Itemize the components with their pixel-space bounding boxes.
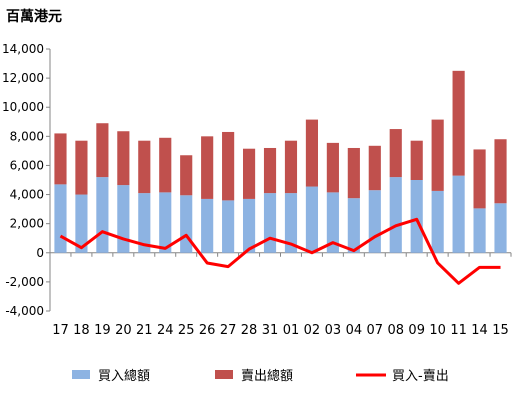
bar-buy <box>368 190 381 253</box>
bar-buy <box>284 193 298 253</box>
bar-buy <box>75 194 88 253</box>
bar-buy <box>201 198 214 253</box>
x-tick-label: 04 <box>346 323 363 338</box>
bar-buy <box>222 200 235 253</box>
bar-sell <box>138 140 151 194</box>
net-line <box>59 217 501 285</box>
bar-buy <box>452 175 465 253</box>
bar-buy <box>410 180 423 253</box>
bar-buy <box>326 192 339 253</box>
bar-sell <box>242 148 256 199</box>
legend-label-sell: 賣出總額 <box>241 368 293 384</box>
bar-buy <box>180 195 193 253</box>
bar-sell <box>201 136 214 199</box>
bar-sell <box>75 140 88 195</box>
bar-sell <box>389 129 402 178</box>
bar-buy <box>494 203 507 253</box>
y-tick-label: 12,000 <box>2 71 44 85</box>
y-tick-label: -2,000 <box>5 275 44 289</box>
x-tick-label: 09 <box>408 323 425 338</box>
x-tick-label: 02 <box>304 323 321 338</box>
bar-buy <box>263 193 277 253</box>
bar-buy <box>431 190 444 253</box>
y-tick-label: 0 <box>36 246 44 260</box>
bar-sell <box>473 149 486 209</box>
bar-sell <box>96 123 109 178</box>
x-tick-label: 26 <box>199 323 216 338</box>
y-tick-label: 14,000 <box>2 42 44 56</box>
bar-sell <box>305 119 319 187</box>
x-tick-label: 03 <box>325 323 342 338</box>
y-tick-label: 6,000 <box>10 158 44 172</box>
bar-sell <box>54 133 67 185</box>
bar-sell <box>347 147 360 199</box>
bar-sell <box>452 70 465 176</box>
bar-buy <box>117 185 130 253</box>
x-tick-label: 31 <box>262 323 279 338</box>
x-tick-label: 27 <box>220 323 237 338</box>
legend-swatch-buy <box>72 370 90 379</box>
legend-label-buy: 買入總額 <box>98 368 150 384</box>
x-tick-label: 20 <box>115 323 132 338</box>
y-tick-label: -4,000 <box>5 304 44 318</box>
bar-sell <box>222 131 235 201</box>
x-tick-label: 17 <box>52 323 69 338</box>
x-tick-label: 15 <box>492 323 509 338</box>
bar-buy <box>96 177 109 253</box>
bar-sell <box>159 137 172 193</box>
x-tick-label: 14 <box>471 323 488 338</box>
bar-sell <box>494 139 507 204</box>
x-tick-label: 21 <box>136 323 153 338</box>
y-tick-labels: -4,000 -2,000 0 2,000 4,000 6,000 8,000 10,000 1… <box>2 42 44 318</box>
bar-sell <box>180 155 193 196</box>
x-tick-label: 07 <box>367 323 384 338</box>
x-tick-label: 11 <box>450 323 467 338</box>
bar-buy <box>159 192 172 253</box>
bar-buy <box>305 186 319 253</box>
bar-sell <box>326 142 339 193</box>
bar-sell <box>431 119 444 191</box>
y-tick-label: 2,000 <box>10 217 44 231</box>
bar-buy <box>473 208 486 253</box>
bars <box>54 70 507 253</box>
x-tick-label: 19 <box>94 323 111 338</box>
bar-buy <box>138 193 151 253</box>
bar-sell <box>263 147 277 194</box>
x-tick-label: 08 <box>387 323 404 338</box>
x-tick-label: 25 <box>178 323 195 338</box>
net-line-path <box>59 217 501 285</box>
bar-buy <box>347 198 360 253</box>
x-tick-label: 01 <box>283 323 300 338</box>
bar-sell <box>117 131 130 186</box>
bar-sell <box>410 140 423 180</box>
bar-sell <box>368 145 381 191</box>
x-tick-label: 28 <box>241 323 258 338</box>
x-tick-labels: 17 18 19 20 21 24 25 26 27 28 31 01 02 03 04 07 08 09 10 11… <box>52 323 509 338</box>
bar-buy <box>389 177 402 253</box>
x-tick-label: 18 <box>73 323 90 338</box>
y-tick-label: 10,000 <box>2 100 44 114</box>
unit-label: 百萬港元 <box>6 9 62 25</box>
bar-buy <box>54 184 67 253</box>
legend-swatch-sell <box>215 370 233 379</box>
x-tick-label: 24 <box>157 323 174 338</box>
y-tick-label: 8,000 <box>10 129 44 143</box>
bar-buy <box>242 198 256 253</box>
legend: 買入總額 賣出總額 買入-賣出 <box>72 368 449 384</box>
x-tick-label: 10 <box>429 323 446 338</box>
legend-label-net: 買入-賣出 <box>392 369 449 384</box>
y-tick-label: 4,000 <box>10 188 44 202</box>
bar-sell <box>284 140 298 194</box>
